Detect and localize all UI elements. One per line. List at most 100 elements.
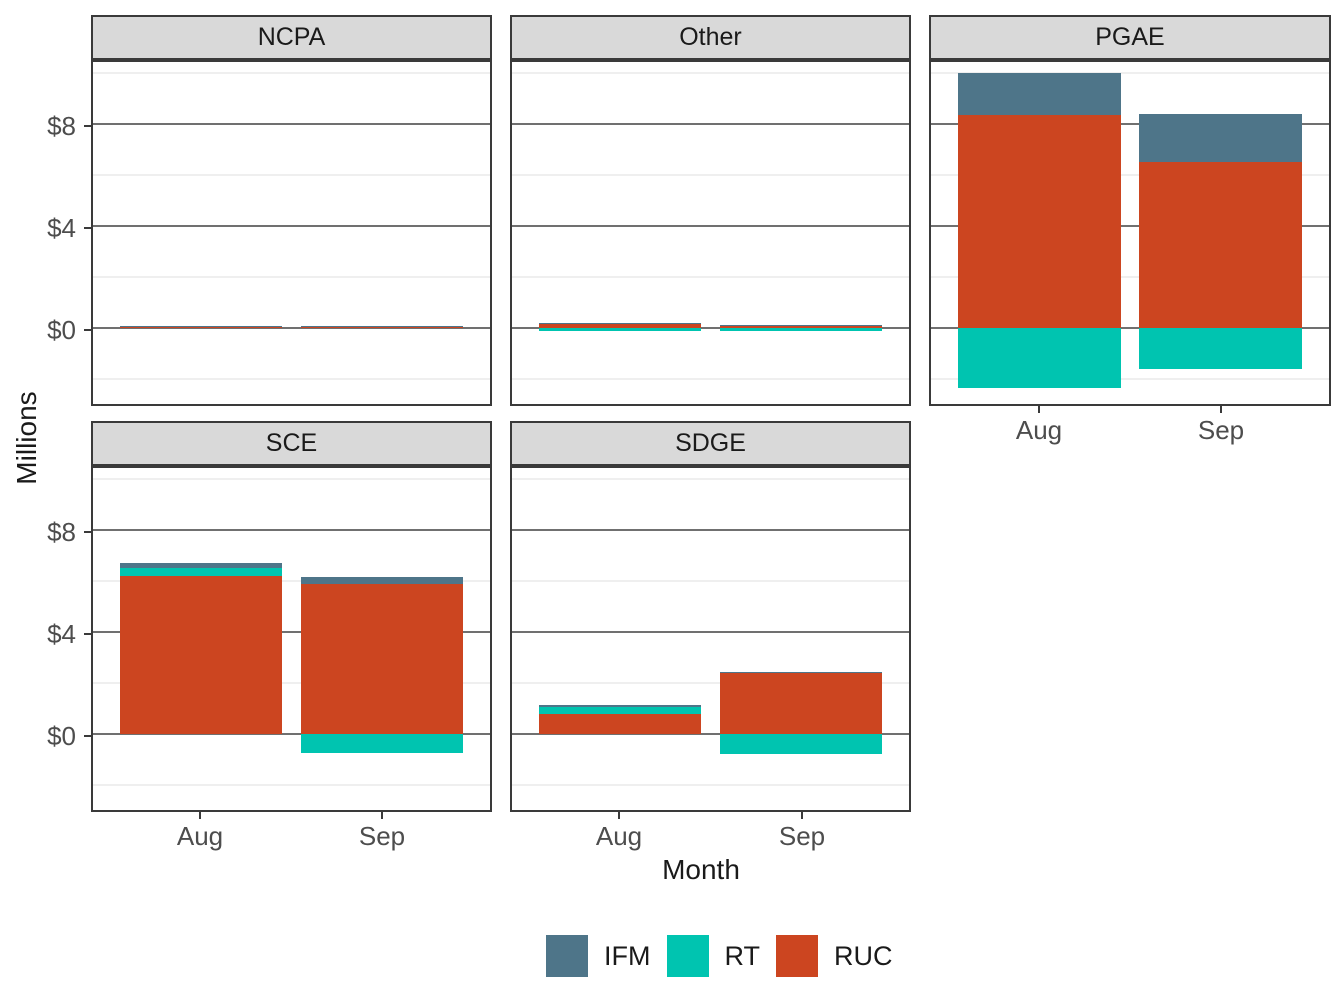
gridline-major [512, 631, 909, 633]
x-tick-label: Aug [176, 821, 224, 851]
plot-area [91, 60, 492, 406]
facet-title: SDGE [675, 429, 746, 457]
plot-area [510, 466, 911, 812]
y-tick-mark [84, 329, 91, 331]
gridline-major [512, 225, 909, 227]
facet-panel-sce: SCE [91, 421, 492, 812]
facet-title: Other [679, 23, 742, 51]
bar-segment-ifm [120, 562, 283, 569]
gridline-minor [93, 784, 490, 786]
legend-item-rt: RT [666, 935, 761, 977]
plot-area [91, 466, 492, 812]
facet-title: PGAE [1095, 23, 1165, 51]
bar-segment-ruc [719, 324, 882, 328]
bar-segment-ruc [719, 672, 882, 734]
x-tick-label: Sep [1197, 415, 1245, 445]
gridline-minor [931, 378, 1329, 380]
bar-segment-ifm [539, 705, 702, 708]
bar-segment-rt [719, 734, 882, 755]
x-tick-label: Sep [778, 821, 826, 851]
gridline-major [931, 123, 1329, 125]
bar-segment-ifm [1139, 113, 1302, 163]
gridline-major [512, 529, 909, 531]
gridline-minor [931, 72, 1329, 74]
facet-strip: PGAE [929, 15, 1331, 60]
x-tick-mark [801, 812, 803, 819]
gridline-minor [512, 378, 909, 380]
x-tick-mark [381, 812, 383, 819]
gridline-major [512, 733, 909, 735]
bar-segment-ifm [719, 671, 882, 673]
gridline-minor [931, 276, 1329, 278]
x-tick-mark [199, 812, 201, 819]
gridline-minor [512, 174, 909, 176]
gridline-major [931, 327, 1329, 329]
facet-title: SCE [265, 429, 318, 457]
bar-segment-ifm [300, 576, 463, 584]
bar-segment-rt [719, 328, 882, 332]
x-tick-label: Sep [358, 821, 406, 851]
plot-area [510, 60, 911, 406]
gridline-minor [931, 174, 1329, 176]
bar-segment-rt [539, 328, 702, 331]
facet-strip: NCPA [91, 15, 492, 60]
x-tick-label: Aug [595, 821, 643, 851]
y-tick-mark [84, 735, 91, 737]
facet-panel-pgae: PGAE [929, 15, 1331, 406]
bar-segment-ruc [539, 714, 702, 734]
gridline-minor [512, 784, 909, 786]
bar-segment-rt [120, 325, 283, 328]
legend-label: IFM [604, 940, 651, 971]
bar-segment-ruc [300, 583, 463, 734]
legend-swatch-ifm [546, 935, 588, 977]
gridline-minor [512, 682, 909, 684]
facet-strip: SCE [91, 421, 492, 466]
legend-swatch-ruc [776, 935, 819, 977]
legend-item-ifm: IFM [546, 935, 651, 977]
bar-segment-ruc [1139, 162, 1302, 328]
y-tick-label: $8 [47, 517, 76, 547]
legend-label: RUC [834, 940, 893, 971]
gridline-major [93, 529, 490, 531]
bar-segment-ruc [539, 323, 702, 328]
y-tick-mark [84, 125, 91, 127]
bar-segment-rt [539, 707, 702, 715]
bar-segment-ruc [120, 327, 283, 328]
gridline-minor [512, 478, 909, 480]
gridline-major [931, 225, 1329, 227]
facet-panel-sdge: SDGE [510, 421, 911, 812]
x-tick-mark [1220, 406, 1222, 413]
gridline-major [93, 225, 490, 227]
y-tick-label: $4 [47, 213, 76, 243]
y-tick-mark [84, 531, 91, 533]
gridline-major [93, 327, 490, 329]
gridline-minor [93, 72, 490, 74]
legend-label: RT [724, 940, 761, 971]
bar-segment-rt [300, 325, 463, 328]
plot-area [929, 60, 1331, 406]
gridline-major [512, 123, 909, 125]
facet-strip: Other [510, 15, 911, 60]
gridline-minor [93, 378, 490, 380]
bar-segment-ruc [300, 327, 463, 328]
gridline-major [93, 123, 490, 125]
bar-segment-rt [120, 568, 283, 576]
facet-title: NCPA [257, 23, 326, 51]
legend: IFM RT RUC [546, 935, 909, 977]
x-tick-mark [1038, 406, 1040, 413]
x-tick-label: Aug [1015, 415, 1063, 445]
gridline-minor [93, 682, 490, 684]
gridline-major [93, 631, 490, 633]
bar-segment-rt [958, 328, 1121, 388]
y-tick-label: $0 [47, 315, 76, 345]
bar-segment-ifm [958, 73, 1121, 116]
y-tick-label: $0 [47, 721, 76, 751]
gridline-major [512, 327, 909, 329]
gridline-minor [512, 580, 909, 582]
x-tick-mark [618, 812, 620, 819]
gridline-minor [512, 72, 909, 74]
gridline-major [93, 733, 490, 735]
y-axis-title: Millions [11, 391, 42, 485]
y-tick-label: $8 [47, 111, 76, 141]
